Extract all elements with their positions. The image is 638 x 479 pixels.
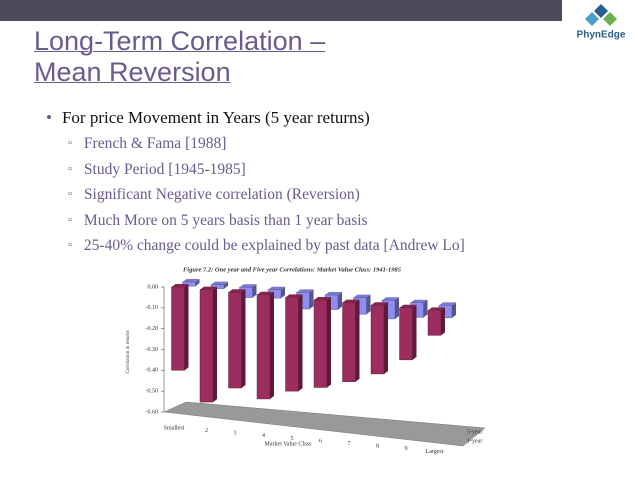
bar-side <box>366 294 371 315</box>
bar-side <box>395 297 399 319</box>
bar-top <box>428 307 445 311</box>
x-tick-label: 7 <box>348 441 351 447</box>
bar-top <box>439 302 456 306</box>
bar-top <box>296 289 314 293</box>
slide-title: Long-Term Correlation – Mean Reversion <box>34 26 325 88</box>
sub-bullet: French & Fama [1988] <box>68 132 465 158</box>
bar-side <box>213 286 217 403</box>
sub-bullet-text: Significant Negative correlation (Revers… <box>83 186 360 203</box>
y-tick-label: -0.30 <box>146 347 159 353</box>
bar-top <box>239 284 257 288</box>
y-tick-label: 0.00 <box>148 284 159 290</box>
bar-side <box>423 299 428 318</box>
title-line: Mean Reversion <box>34 57 231 87</box>
x-tick-label: 9 <box>405 446 408 452</box>
bar-top <box>325 292 342 295</box>
bar-side <box>327 297 331 388</box>
x-tick-label: 5 <box>291 436 294 442</box>
bar-top <box>182 279 200 282</box>
x-tick-label: 4 <box>262 433 265 439</box>
bar-top <box>410 299 428 303</box>
bar-side <box>441 307 445 336</box>
legend-label: 1-year <box>467 438 482 444</box>
bar-side <box>252 284 257 298</box>
bar <box>199 289 214 403</box>
bar-side <box>338 292 342 310</box>
y-tick-label: -0.60 <box>146 409 159 415</box>
bar-side <box>270 291 274 399</box>
bar <box>285 297 299 392</box>
x-tick-label: 6 <box>319 438 322 444</box>
sub-bullet-text: French & Fama [1988] <box>83 135 227 152</box>
sub-bullet: 25-40% change could be explained by past… <box>68 234 465 260</box>
bar-side <box>281 286 285 299</box>
logo: PhynEdge <box>577 4 626 41</box>
bar <box>370 305 385 375</box>
y-tick-label: -0.20 <box>146 326 159 332</box>
y-tick-label: -0.40 <box>146 368 159 374</box>
bar-top <box>228 289 246 293</box>
top-bar <box>0 0 562 21</box>
bar-top <box>211 281 228 285</box>
bar-side <box>452 302 456 318</box>
bar-top <box>314 297 331 300</box>
bar-top <box>257 291 274 295</box>
bar-side <box>384 302 388 374</box>
bar <box>313 299 328 388</box>
title-line: Long-Term Correlation – <box>34 26 326 56</box>
chart-title: Figure 7.2: One year and Five year Corre… <box>183 266 402 273</box>
bar-side <box>355 299 360 382</box>
bar <box>171 286 185 371</box>
bar-side <box>241 289 246 389</box>
floor <box>163 401 486 447</box>
bullet: For price Movement in Years (5 year retu… <box>46 106 465 260</box>
bar-top <box>371 302 388 306</box>
bar <box>342 302 356 382</box>
bar <box>256 294 271 400</box>
bar <box>427 310 442 336</box>
sub-bullet-text: Study Period [1945-1985] <box>83 160 246 178</box>
bar <box>228 292 242 389</box>
bar-top <box>399 304 417 308</box>
bar-side <box>309 289 314 310</box>
bullet-text: For price Movement in Years (5 year retu… <box>61 108 370 127</box>
sub-bullet-text: 25-40% change could be explained by past… <box>83 237 465 254</box>
bar-side <box>412 304 417 360</box>
bar-top <box>200 286 217 290</box>
y-tick-label: -0.10 <box>146 305 159 311</box>
x-tick-label: Smallest <box>164 425 185 431</box>
sub-bullet: Study Period [1945-1985] <box>68 158 465 184</box>
bullet-list: For price Movement in Years (5 year retu… <box>46 106 465 260</box>
bar-top <box>268 286 285 290</box>
legend-label: 5-year <box>467 429 482 435</box>
bar <box>399 307 413 361</box>
x-tick-label: 3 <box>234 431 237 437</box>
sub-bullet-text: Much More on 5 years basis than 1 year b… <box>83 211 368 229</box>
x-axis-label: Market Value Class <box>265 441 313 447</box>
bar-top <box>171 284 189 287</box>
y-axis-label: Correlation in returns <box>126 330 131 373</box>
logo-text: PhynEdge <box>577 30 626 41</box>
bar-side <box>298 294 303 392</box>
bar-side <box>195 279 200 287</box>
bar-top <box>382 297 399 301</box>
y-tick-label: -0.50 <box>146 389 159 395</box>
bar-side <box>224 281 228 289</box>
sub-bullet: Significant Negative correlation (Revers… <box>68 183 465 209</box>
bar-side <box>184 284 189 371</box>
bar-top <box>353 294 371 298</box>
x-tick-label: 2 <box>205 428 208 434</box>
x-tick-label: 8 <box>376 444 379 450</box>
sub-bullet-list: French & Fama [1988] Study Period [1945-… <box>68 132 465 260</box>
bar-top <box>342 299 360 303</box>
sub-bullet: Much More on 5 years basis than 1 year b… <box>68 209 465 235</box>
bar-top <box>285 294 303 298</box>
x-tick-label: Largest <box>426 449 444 455</box>
